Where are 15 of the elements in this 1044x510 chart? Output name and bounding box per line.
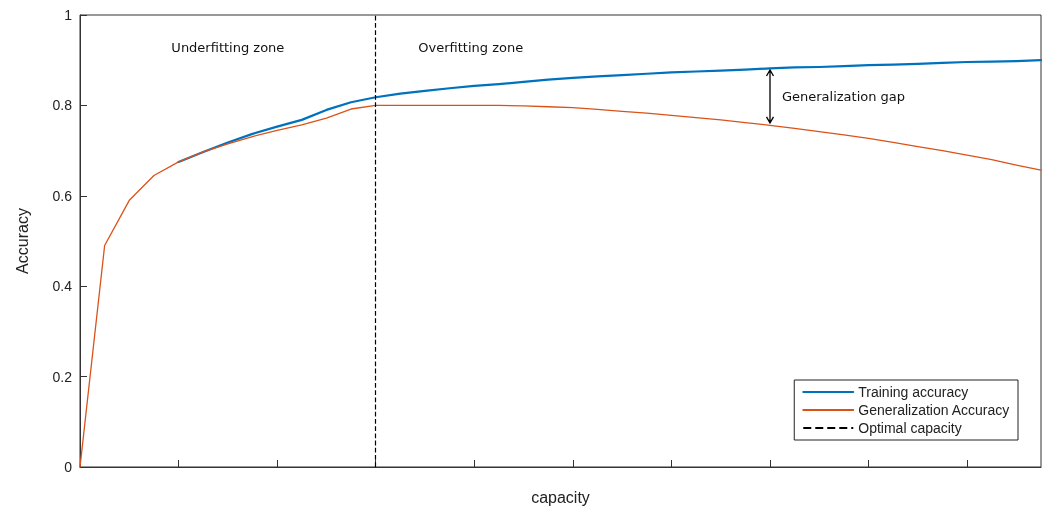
y-tick-label: 0.4 — [52, 278, 73, 295]
y-tick-label: 0.6 — [52, 187, 73, 204]
x-axis-title: capacity — [531, 488, 590, 506]
annotation: Overfitting zone — [418, 39, 524, 55]
legend-label: Generalization Accuracy — [858, 402, 1010, 418]
line-series — [177, 59, 1043, 163]
text: Optimal capacity — [858, 420, 962, 436]
y-axis-title: Accuracy — [13, 208, 31, 274]
legend-label: Training accuracy — [858, 384, 969, 400]
y-tick-label: 1 — [64, 7, 73, 23]
y-tick-label: 0 — [64, 459, 73, 475]
annotation: Underfitting zone — [171, 39, 285, 55]
y-tick-label: 0.2 — [52, 368, 73, 385]
y-tick-label: 0.8 — [52, 97, 73, 114]
annotation: Generalization gap — [781, 89, 906, 105]
